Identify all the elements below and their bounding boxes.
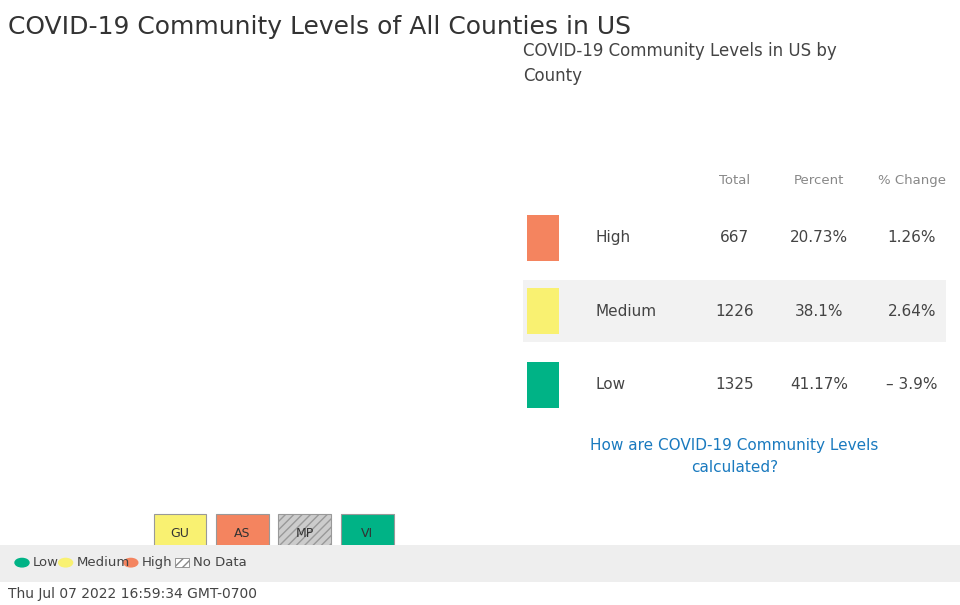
Bar [154, 514, 206, 554]
Text: 1.26%: 1.26% [888, 231, 936, 245]
Bar [278, 514, 331, 554]
Circle shape [59, 558, 73, 567]
Text: High: High [595, 231, 630, 245]
Text: Percent: Percent [794, 174, 844, 187]
Text: MP: MP [296, 528, 314, 540]
Text: GU: GU [171, 528, 189, 540]
Text: 38.1%: 38.1% [795, 304, 843, 319]
Text: 41.17%: 41.17% [790, 378, 848, 393]
Text: 2.64%: 2.64% [888, 304, 936, 319]
Circle shape [124, 558, 138, 567]
Text: COVID-19 Community Levels in US by
County: COVID-19 Community Levels in US by Count… [523, 42, 837, 85]
Text: AS: AS [234, 528, 251, 540]
Text: VI: VI [361, 528, 373, 540]
Bar [523, 280, 946, 342]
Text: High: High [142, 556, 173, 569]
Text: 20.73%: 20.73% [790, 231, 848, 245]
Bar [527, 362, 559, 408]
Text: Medium: Medium [595, 304, 656, 319]
Text: How are COVID-19 Community Levels
calculated?: How are COVID-19 Community Levels calcul… [590, 437, 878, 475]
Text: % Change: % Change [877, 174, 946, 187]
Text: No Data: No Data [193, 556, 247, 569]
Text: – 3.9%: – 3.9% [886, 378, 938, 393]
Bar [0, 544, 960, 582]
Text: Medium: Medium [77, 556, 130, 569]
Text: COVID-19 Community Levels of All Counties in US: COVID-19 Community Levels of All Countie… [8, 15, 631, 39]
Circle shape [15, 558, 29, 567]
Bar [527, 289, 559, 335]
Bar [341, 514, 394, 554]
Bar [527, 215, 559, 261]
Text: Low: Low [33, 556, 59, 569]
Text: Thu Jul 07 2022 16:59:34 GMT-0700: Thu Jul 07 2022 16:59:34 GMT-0700 [8, 587, 257, 601]
Bar [175, 558, 188, 567]
Text: Total: Total [719, 174, 750, 187]
Text: 1226: 1226 [715, 304, 754, 319]
Text: Low: Low [595, 378, 625, 393]
Text: 1325: 1325 [715, 378, 754, 393]
Bar [216, 514, 269, 554]
Text: 667: 667 [720, 231, 749, 245]
